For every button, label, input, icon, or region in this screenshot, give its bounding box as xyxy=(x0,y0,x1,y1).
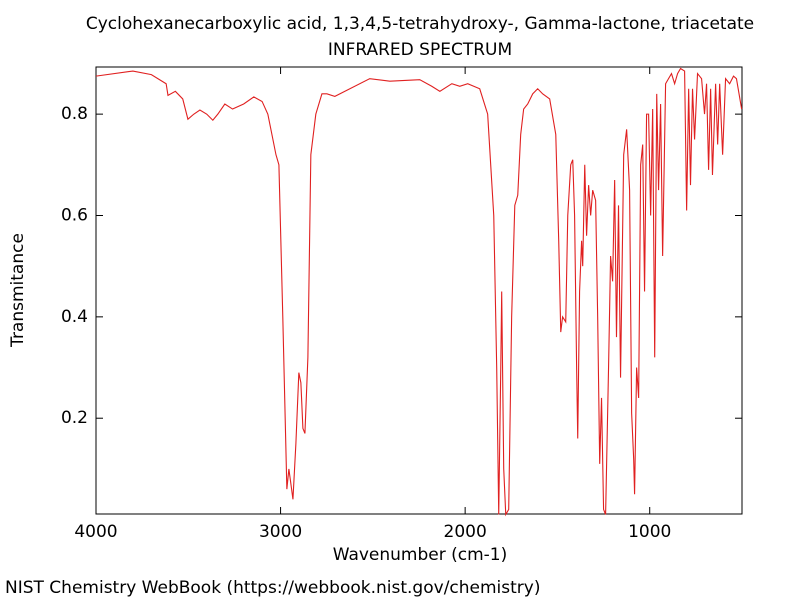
y-tick-label: 0.6 xyxy=(61,205,88,225)
y-tick-label: 0.8 xyxy=(61,104,88,124)
plot-frame xyxy=(95,66,743,515)
x-tick-label: 2000 xyxy=(444,522,487,542)
source-note: NIST Chemistry WebBook (https://webbook.… xyxy=(5,578,540,598)
x-tick-label: 3000 xyxy=(259,522,302,542)
y-tick-label: 0.4 xyxy=(61,307,88,327)
x-axis-label: Wavenumber (cm-1) xyxy=(333,545,508,565)
chart-title: Cyclohexanecarboxylic acid, 1,3,4,5-tetr… xyxy=(86,14,754,34)
y-axis-label: Transmitance xyxy=(8,233,28,348)
y-tick-label: 0.2 xyxy=(61,408,88,428)
chart-subtitle: INFRARED SPECTRUM xyxy=(328,40,512,60)
x-tick-label: 4000 xyxy=(74,522,117,542)
x-tick-label: 1000 xyxy=(628,522,671,542)
spectrum-line xyxy=(95,67,743,517)
